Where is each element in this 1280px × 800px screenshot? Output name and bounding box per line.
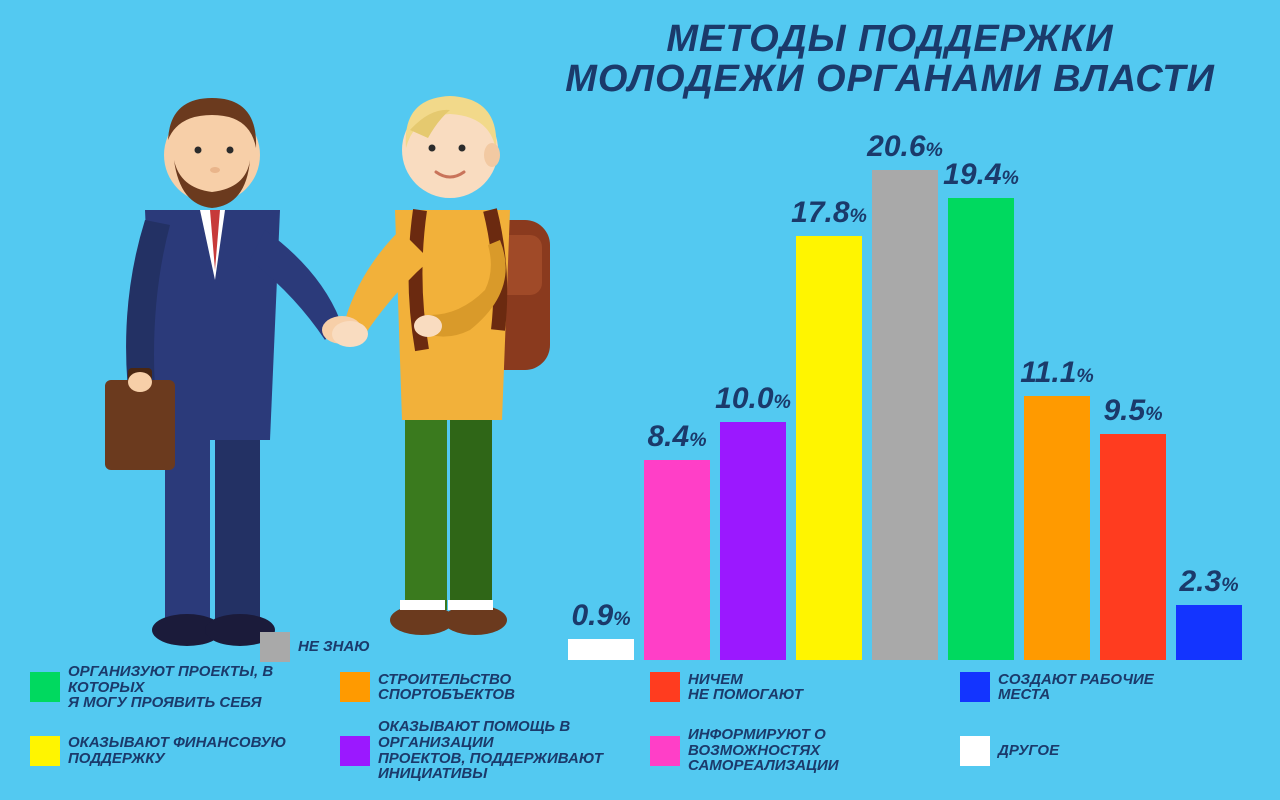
legend-label: ДРУГОЕ — [998, 743, 1059, 759]
legend-label: НЕ ЗНАЮ — [298, 639, 370, 655]
bar: 9.5% — [1100, 394, 1166, 660]
bar-rect — [948, 198, 1014, 660]
bar-value-label: 8.4% — [647, 420, 706, 454]
bar-rect — [1100, 434, 1166, 660]
bar: 19.4% — [948, 158, 1014, 660]
bar-rect — [644, 460, 710, 660]
legend-label: ОКАЗЫВАЮТ ФИНАНСОВУЮПОДДЕРЖКУ — [68, 735, 286, 767]
legend-item: НИЧЕМНЕ ПОМОГАЮТ — [650, 664, 940, 711]
legend-item: ОКАЗЫВАЮТ ФИНАНСОВУЮПОДДЕРЖКУ — [30, 719, 320, 782]
legend-swatch — [30, 672, 60, 702]
legend-swatch — [260, 632, 290, 662]
page-title: МЕТОДЫ ПОДДЕРЖКИ МОЛОДЕЖИ ОРГАНАМИ ВЛАСТ… — [540, 20, 1240, 100]
legend-swatch — [340, 736, 370, 766]
bar-value-label: 10.0% — [715, 382, 791, 416]
bar-value-label: 2.3% — [1179, 565, 1238, 599]
legend-item: СТРОИТЕЛЬСТВОСПОРТОБЪЕКТОВ — [340, 664, 630, 711]
legend-label: ОРГАНИЗУЮТ ПРОЕКТЫ, В КОТОРЫХЯ МОГУ ПРОЯ… — [68, 664, 320, 711]
legend-grid: ОРГАНИЗУЮТ ПРОЕКТЫ, В КОТОРЫХЯ МОГУ ПРОЯ… — [30, 664, 1250, 782]
bar-value-label: 19.4% — [943, 158, 1019, 192]
legend-item: ДРУГОЕ — [960, 719, 1250, 782]
bar-chart: 0.9%8.4%10.0%17.8%20.6%19.4%11.1%9.5%2.3… — [568, 120, 1248, 660]
bar-rect — [796, 236, 862, 660]
bar: 17.8% — [796, 196, 862, 660]
legend-label: СТРОИТЕЛЬСТВОСПОРТОБЪЕКТОВ — [378, 672, 515, 704]
legend-swatch — [960, 672, 990, 702]
title-line-1: МЕТОДЫ ПОДДЕРЖКИ — [666, 18, 1113, 60]
legend-swatch — [340, 672, 370, 702]
legend-label: ОКАЗЫВАЮТ ПОМОЩЬ В ОРГАНИЗАЦИИПРОЕКТОВ, … — [378, 719, 630, 782]
title-line-2: МОЛОДЕЖИ ОРГАНАМИ ВЛАСТИ — [565, 58, 1215, 100]
bar-value-label: 17.8% — [791, 196, 867, 230]
bar: 2.3% — [1176, 565, 1242, 660]
legend-swatch — [650, 672, 680, 702]
bar-rect — [1024, 396, 1090, 660]
legend-item: ИНФОРМИРУЮТ О ВОЗМОЖНОСТЯХСАМОРЕАЛИЗАЦИИ — [650, 719, 940, 782]
businessman-figure — [105, 98, 340, 646]
bar: 0.9% — [568, 599, 634, 660]
handshake-illustration — [50, 20, 580, 660]
bar: 11.1% — [1024, 356, 1090, 660]
student-figure — [345, 96, 550, 635]
legend-swatch — [30, 736, 60, 766]
bar-rect — [568, 639, 634, 660]
legend-item: ОРГАНИЗУЮТ ПРОЕКТЫ, В КОТОРЫХЯ МОГУ ПРОЯ… — [30, 664, 320, 711]
legend-item: ОКАЗЫВАЮТ ПОМОЩЬ В ОРГАНИЗАЦИИПРОЕКТОВ, … — [340, 719, 630, 782]
bar-rect — [720, 422, 786, 660]
bar-value-label: 20.6% — [867, 130, 943, 164]
legend-label: ИНФОРМИРУЮТ О ВОЗМОЖНОСТЯХСАМОРЕАЛИЗАЦИИ — [688, 727, 940, 774]
legend-swatch — [650, 736, 680, 766]
bar-rect — [872, 170, 938, 660]
infographic-canvas: МЕТОДЫ ПОДДЕРЖКИ МОЛОДЕЖИ ОРГАНАМИ ВЛАСТ… — [0, 0, 1280, 800]
legend-top-item: НЕ ЗНАЮ — [260, 632, 370, 662]
bar-value-label: 11.1% — [1020, 356, 1094, 390]
legend-label: СОЗДАЮТ РАБОЧИЕМЕСТА — [998, 672, 1154, 704]
bar-value-label: 9.5% — [1103, 394, 1162, 428]
legend-swatch — [960, 736, 990, 766]
legend-label: НИЧЕМНЕ ПОМОГАЮТ — [688, 672, 803, 704]
bar: 20.6% — [872, 130, 938, 660]
legend-item: СОЗДАЮТ РАБОЧИЕМЕСТА — [960, 664, 1250, 711]
bar-value-label: 0.9% — [571, 599, 630, 633]
bar: 10.0% — [720, 382, 786, 660]
bar-rect — [1176, 605, 1242, 660]
bar: 8.4% — [644, 420, 710, 660]
